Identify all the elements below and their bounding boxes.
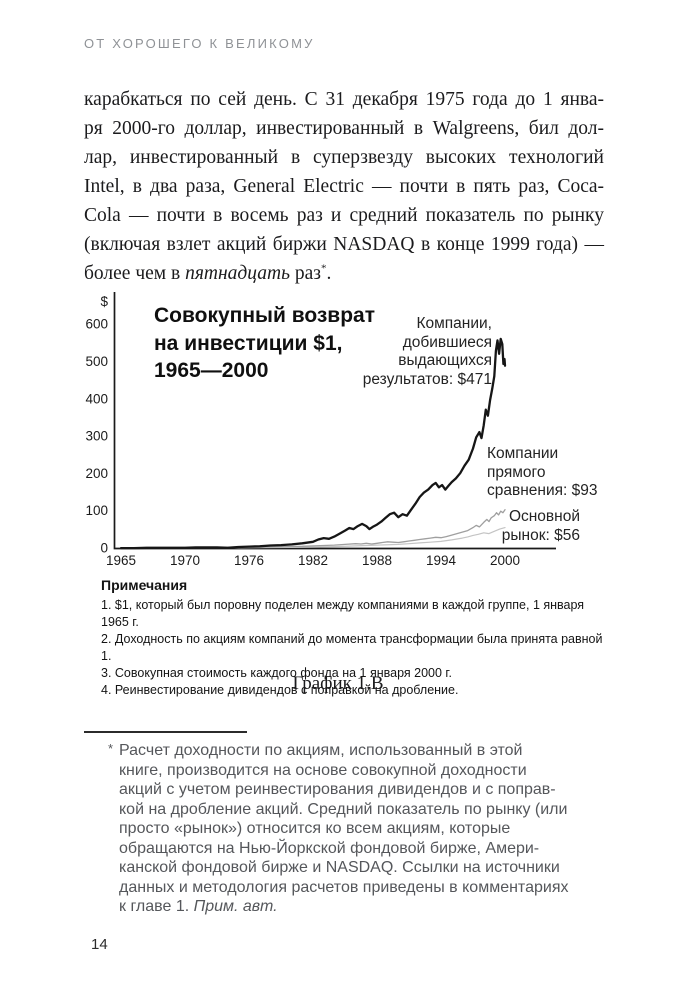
y-axis-unit-label: $ — [100, 294, 108, 309]
text-line: книге, производится на основе совокупной… — [119, 761, 527, 779]
y-axis-tick-label: 500 — [85, 354, 108, 369]
text-line: акций с учетом реинвестирования дивиденд… — [119, 781, 556, 798]
chart-axes — [113, 292, 556, 550]
text-line: данных и методология расчетов приведены … — [119, 878, 569, 896]
y-axis-tick-label: 300 — [85, 429, 108, 444]
returns-line-chart: 0 100 200 300 400 500 600 $1965 1970 1976 1982 1988… — [85, 292, 556, 568]
annotation-general-market: Основной рынок: $56 — [501, 508, 580, 544]
note-item: 3. Совокупная стоимость каждого фонда на… — [101, 666, 452, 680]
series-line-market — [120, 527, 506, 549]
x-axis-tick-label: 1988 — [362, 553, 392, 568]
body-paragraph: карабкаться по сей день. С 31 декабря 19… — [84, 85, 604, 288]
footnote-rule — [84, 731, 247, 733]
chart-figure: 0 100 200 300 400 500 600 $1965 1970 1976 1982 1988… — [75, 289, 620, 573]
text-line: к главе 1. Прим. авт. — [119, 898, 278, 915]
series-line-comparison — [120, 509, 506, 549]
x-axis-tick-label: 1994 — [426, 553, 457, 568]
series-line-good-to-great — [119, 337, 507, 550]
note-item: 2. Доходность по акциям компаний до моме… — [101, 632, 603, 663]
text-line: лар, инвестированный в суперзвезду высок… — [84, 147, 604, 168]
page-number: 14 — [91, 936, 108, 953]
chart-title: Совокупный возврат на инвестиции $1, 196… — [154, 304, 376, 382]
x-axis-tick-label: 1970 — [170, 553, 200, 568]
text-line: канской фондовой бирже и NASDAQ. Ссылки … — [119, 859, 560, 876]
y-axis-tick-label: 200 — [85, 466, 108, 481]
text-line: кой на дробление акций. Средний показате… — [119, 800, 568, 818]
text-line: обращаются на Нью-Йоркской фондовой бирж… — [119, 839, 540, 857]
y-axis-tick-label: 100 — [85, 503, 108, 518]
text-line: Расчет доходности по акциям, использован… — [119, 742, 523, 759]
note-item: 1. $1, который был поровну поделен между… — [101, 598, 585, 629]
chart-caption: График 1.В — [292, 673, 384, 694]
y-axis-tick-label: 400 — [85, 391, 108, 406]
x-axis-tick-label: 1965 — [106, 553, 136, 568]
x-axis-tick-label: 2000 — [490, 553, 520, 568]
footnote-text: Расчет доходности по акциям, использован… — [119, 741, 572, 917]
running-head: ОТ ХОРОШЕГО К ВЕЛИКОМУ — [84, 36, 315, 51]
y-axis-tick-label: 600 — [85, 317, 108, 332]
x-axis-tick-label: 1976 — [234, 553, 264, 568]
text-line: ря 2000-го доллар, инвестированный в Wal… — [84, 118, 604, 139]
text-line: карабкаться по сей день. С 31 декабря 19… — [84, 89, 604, 110]
note-item: 4. Реинвестирование дивидендов с поправк… — [101, 683, 459, 697]
text-line: (включая взлет акций биржи NASDAQ в конц… — [84, 234, 604, 255]
annotation-comparison-companies: Компании прямого сравнения: $93 — [487, 445, 598, 499]
footnote: * Расчет доходности по акциям, использов… — [84, 741, 572, 917]
text-line: Cola — почти в восемь раз и средний пока… — [84, 205, 604, 226]
text-line: просто «рынок») относится ко всем акциям… — [119, 820, 511, 837]
text-line: более чем в пятнадцать раз*. — [84, 262, 332, 284]
chart-notes: Примечания 1. $1, который был поровну по… — [101, 577, 615, 699]
y-axis-tick-label: 0 — [100, 541, 108, 556]
annotation-great-companies: Компании, добившиеся выдающихся результа… — [362, 315, 492, 388]
notes-heading: Примечания — [101, 577, 188, 593]
footnote-marker: * — [108, 741, 114, 756]
x-axis-tick-label: 1982 — [298, 553, 328, 568]
text-line: Intel, в два раза, General Electric — по… — [84, 176, 604, 197]
